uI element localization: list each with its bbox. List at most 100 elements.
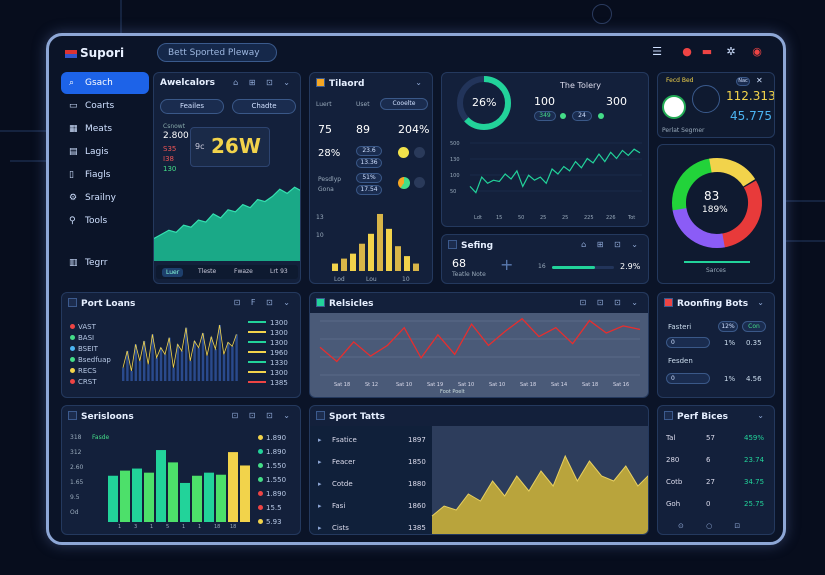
gear-icon[interactable]: ✲ <box>726 45 736 58</box>
card-icon <box>316 78 325 87</box>
bar <box>164 354 167 381</box>
legend-swatch <box>248 321 266 323</box>
chip: 12% <box>718 321 738 332</box>
legend-swatch <box>248 341 266 343</box>
bar <box>341 258 347 271</box>
avail-area-chart <box>154 186 300 261</box>
feed-button[interactable]: Nac <box>736 77 750 86</box>
chip: 349 <box>534 111 556 121</box>
bar <box>120 470 130 522</box>
cell: 57 <box>706 434 715 442</box>
sidebar-item[interactable]: ▥ Tegrr <box>61 252 149 274</box>
row-icon: ▸ <box>318 524 322 532</box>
bar <box>185 327 188 381</box>
sub-label: Pesdlyp <box>318 176 342 183</box>
cell: 0.35 <box>746 339 762 347</box>
legend-dot <box>258 491 263 496</box>
chip: Con <box>742 321 766 332</box>
legend-dot <box>70 357 75 362</box>
card-tools[interactable]: ⌄ <box>757 298 768 307</box>
card-title: Sport Tatts <box>316 411 385 422</box>
card-tools[interactable]: ⊡ ⊡ ⊡ ⌄ <box>231 411 294 420</box>
row-input[interactable]: 0 <box>666 373 710 384</box>
chart-dropdown[interactable]: Chadte <box>232 99 296 114</box>
avatar[interactable]: ◉ <box>752 45 762 58</box>
card-tools[interactable]: ⌄ <box>757 411 768 420</box>
row-label: CRST <box>70 378 96 386</box>
feed-foot: Perlat Segmer <box>662 127 705 134</box>
x-tick: 1 <box>118 524 122 530</box>
bar <box>132 468 142 522</box>
calendar-icon: ▦ <box>69 124 78 134</box>
sidebar-item[interactable]: ▤ Lagis <box>61 141 149 163</box>
x-tick: Tot <box>627 215 635 221</box>
card-tools[interactable]: ⌂ ⊞ ⊡ ⌄ <box>581 240 642 249</box>
x-tick: Ldt <box>474 215 482 221</box>
sidebar-item[interactable]: ▦ Meats <box>61 118 149 140</box>
menu-icon[interactable]: ☰ <box>652 45 662 58</box>
dashboard-window: Supori Bett Sported Pleway ☰ ● ▬ ✲ ◉ ⌕ Gs… <box>46 33 786 545</box>
card-tools[interactable]: ⌄ <box>415 78 426 87</box>
sidebar-item[interactable]: ▯ Fiagls <box>61 164 149 186</box>
cell: 27 <box>706 478 715 486</box>
tab[interactable]: Luer <box>162 268 184 277</box>
legend-item: 1.890 <box>258 490 286 498</box>
legend-item: 1330 <box>248 359 288 367</box>
row-value: 1385 <box>408 524 426 532</box>
sidebar-item[interactable]: ⚲ Tools <box>61 210 149 232</box>
chart-icon: ▤ <box>69 147 78 157</box>
card-tools[interactable]: ⊡ ⊡ ⊡ ⌄ <box>579 298 642 307</box>
bar <box>126 351 129 381</box>
x-tick: Sat 10 <box>458 382 475 388</box>
card-title: Tilaord <box>316 78 364 89</box>
bar <box>147 364 150 381</box>
alert-icon[interactable]: ● <box>682 45 692 58</box>
setting-value: 68 <box>452 257 466 270</box>
legend-dot <box>258 519 263 524</box>
legend-dot <box>70 368 75 373</box>
row-label: Fasi <box>332 502 346 510</box>
search-input[interactable]: Bett Sported Pleway <box>157 43 277 62</box>
plus-icon[interactable]: + <box>500 255 514 274</box>
tab[interactable]: Lrt 93 <box>270 268 288 275</box>
card-tools[interactable]: ⌂ ⊞ ⊡ ⌄ <box>233 78 294 87</box>
x-tick: Sat 14 <box>551 382 568 388</box>
flag-icon-small[interactable]: ▬ <box>701 45 713 58</box>
row-input[interactable]: 0 <box>666 337 710 348</box>
stat: 300 <box>606 95 627 108</box>
x-tick: Sat 18 <box>334 382 351 388</box>
tab[interactable]: Tleste <box>198 268 217 275</box>
filter-dropdown[interactable]: Feailes <box>160 99 224 114</box>
slider-track[interactable] <box>552 266 614 269</box>
ring-card: 83 189% Sarces <box>657 144 775 284</box>
app-title: Supori <box>80 46 125 60</box>
sidebar-item[interactable]: ⌕ Gsach <box>61 72 149 94</box>
legend-item: 1300 <box>248 319 288 327</box>
y-tick: 10 <box>316 232 324 239</box>
row-label: Feacer <box>332 458 356 466</box>
x-tick: St 12 <box>365 382 379 388</box>
status-dot <box>398 147 409 158</box>
tab[interactable]: Fwaze <box>234 268 253 275</box>
metric: 204% <box>398 123 430 136</box>
network-icon <box>692 85 720 113</box>
big-stat: 26W <box>211 134 261 158</box>
legend-dot <box>258 463 263 468</box>
tilaord-card: Tilaord ⌄ Luert Uset Cooelte 75 89 204% … <box>309 72 433 284</box>
sidebar-item[interactable]: ⚙ Srailny <box>61 187 149 209</box>
card-tools[interactable]: ⊡ F ⊡ ⌄ <box>233 298 294 307</box>
bar <box>156 450 166 522</box>
sidebar-item[interactable]: ▭ Coarts <box>61 95 149 117</box>
legend-dot <box>70 346 75 351</box>
close-icon[interactable]: ✕ <box>756 76 763 85</box>
x-tick: Sat 10 <box>489 382 506 388</box>
col-pill[interactable]: Cooelte <box>380 98 428 110</box>
footer-icons[interactable]: ⊙ ○ ⊡ <box>678 522 751 530</box>
bar <box>368 233 374 271</box>
legend-swatch <box>248 371 266 373</box>
bar <box>108 475 118 522</box>
x-tick: 225 <box>584 215 594 221</box>
row-label: Fsatice <box>332 436 357 444</box>
tab-bar: Luer Tleste Fwaze Lrt 93 <box>156 265 298 279</box>
legend-dot <box>70 324 75 329</box>
